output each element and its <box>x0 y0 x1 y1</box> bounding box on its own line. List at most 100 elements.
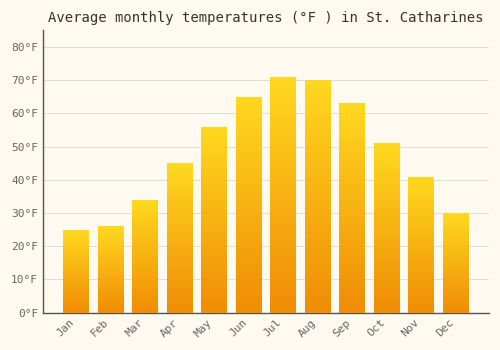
Bar <box>132 286 158 288</box>
Bar <box>442 267 468 269</box>
Bar <box>339 175 365 179</box>
Bar <box>270 115 296 119</box>
Bar <box>304 159 330 164</box>
Bar <box>339 158 365 162</box>
Bar <box>408 187 434 190</box>
Bar <box>304 294 330 299</box>
Bar <box>63 263 89 265</box>
Bar <box>408 220 434 223</box>
Bar <box>374 252 400 255</box>
Bar <box>63 273 89 274</box>
Bar <box>408 256 434 258</box>
Bar <box>236 205 262 209</box>
Bar <box>132 295 158 297</box>
Bar <box>236 295 262 300</box>
Bar <box>374 272 400 275</box>
Bar <box>442 239 468 241</box>
Bar <box>374 211 400 215</box>
Bar <box>304 104 330 108</box>
Bar <box>63 311 89 313</box>
Bar <box>132 220 158 222</box>
Bar <box>166 256 192 259</box>
Bar <box>408 266 434 269</box>
Bar <box>98 257 124 259</box>
Bar <box>374 289 400 292</box>
Bar <box>98 302 124 304</box>
Bar <box>236 118 262 123</box>
Bar <box>132 281 158 283</box>
Bar <box>408 198 434 201</box>
Bar <box>374 208 400 211</box>
Bar <box>374 225 400 228</box>
Bar <box>236 274 262 278</box>
Bar <box>63 256 89 258</box>
Bar <box>339 292 365 296</box>
Bar <box>339 271 365 275</box>
Bar <box>63 268 89 270</box>
Bar <box>63 291 89 293</box>
Bar <box>201 246 227 250</box>
Bar <box>132 240 158 243</box>
Bar <box>236 308 262 313</box>
Bar <box>442 289 468 291</box>
Bar <box>63 308 89 309</box>
Bar <box>270 266 296 270</box>
Bar <box>442 287 468 289</box>
Bar <box>98 281 124 283</box>
Bar <box>270 280 296 284</box>
Bar <box>270 218 296 223</box>
Bar <box>374 215 400 218</box>
Bar <box>63 309 89 311</box>
Bar <box>201 283 227 287</box>
Bar <box>408 196 434 198</box>
Bar <box>132 206 158 209</box>
Bar <box>304 252 330 257</box>
Bar <box>98 238 124 240</box>
Bar <box>374 154 400 157</box>
Bar <box>304 275 330 280</box>
Bar <box>201 242 227 246</box>
Bar <box>270 237 296 242</box>
Bar <box>270 86 296 91</box>
Bar <box>201 227 227 231</box>
Bar <box>132 238 158 240</box>
Bar <box>408 239 434 242</box>
Bar <box>374 245 400 248</box>
Bar <box>374 150 400 154</box>
Bar <box>132 263 158 265</box>
Bar <box>201 190 227 194</box>
Bar <box>408 201 434 204</box>
Bar <box>304 238 330 243</box>
Bar <box>98 240 124 242</box>
Bar <box>166 295 192 298</box>
Bar <box>442 241 468 243</box>
Bar <box>236 127 262 131</box>
Bar <box>132 202 158 204</box>
Bar <box>201 275 227 279</box>
Bar <box>339 120 365 124</box>
Bar <box>166 232 192 235</box>
Bar <box>304 108 330 113</box>
Bar <box>408 212 434 215</box>
Bar <box>442 297 468 299</box>
Bar <box>270 105 296 110</box>
Bar <box>270 143 296 148</box>
Bar <box>98 242 124 244</box>
Bar <box>166 250 192 253</box>
Bar <box>270 289 296 294</box>
Bar <box>236 166 262 170</box>
Bar <box>270 119 296 124</box>
Bar <box>442 219 468 221</box>
Bar <box>98 270 124 271</box>
Bar <box>63 285 89 286</box>
Bar <box>63 248 89 250</box>
Bar <box>63 245 89 246</box>
Bar <box>63 298 89 299</box>
Bar <box>63 240 89 241</box>
Bar <box>166 172 192 175</box>
Bar <box>270 110 296 115</box>
Bar <box>408 296 434 299</box>
Bar <box>132 306 158 308</box>
Bar <box>132 297 158 299</box>
Bar <box>132 250 158 252</box>
